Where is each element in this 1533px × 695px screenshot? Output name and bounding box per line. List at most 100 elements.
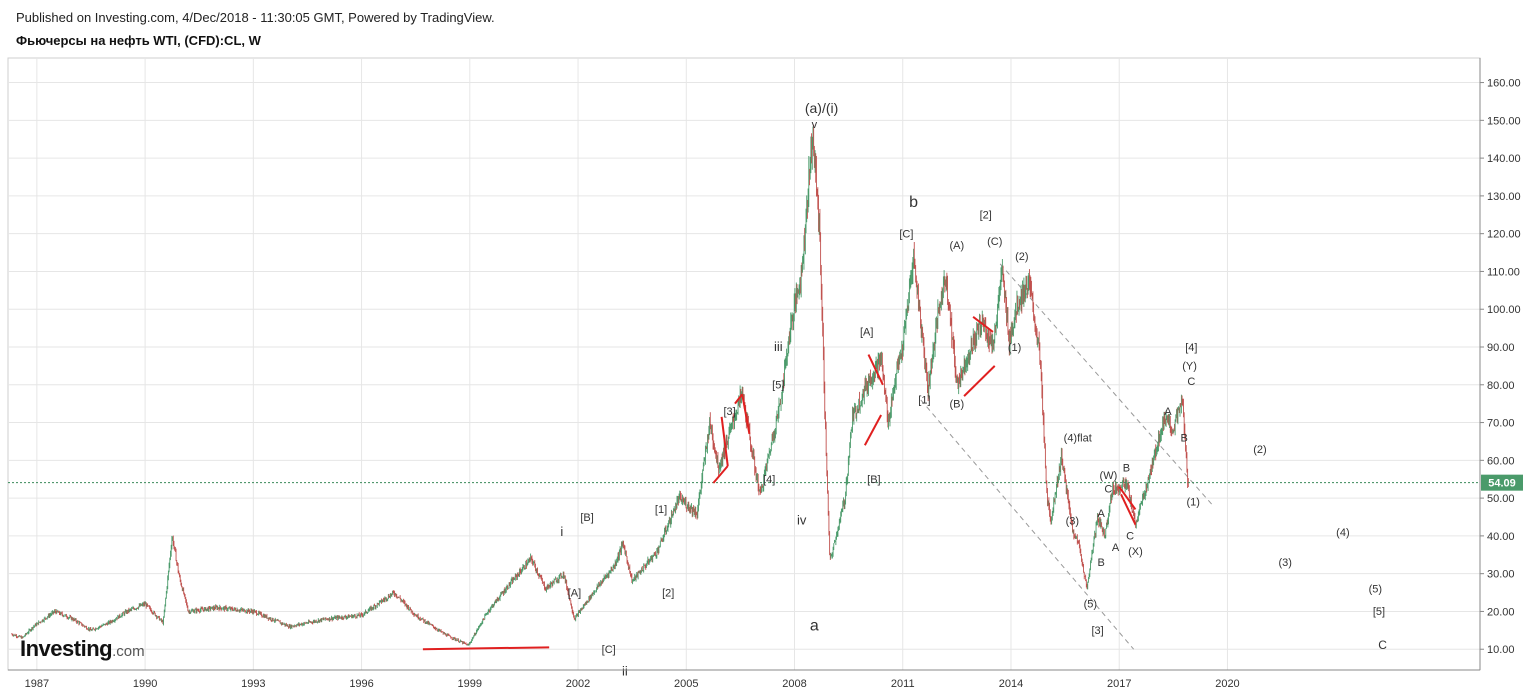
x-tick-label: 2002	[566, 678, 590, 690]
x-tick-label: 2017	[1107, 678, 1131, 690]
wave-label: [5]	[1373, 606, 1385, 618]
wave-label: a	[810, 617, 819, 634]
y-tick-label: 20.00	[1487, 606, 1515, 618]
wave-label: (A)	[950, 240, 965, 252]
wave-label: iii	[774, 339, 783, 354]
y-tick-label: 140.00	[1487, 153, 1521, 165]
y-tick-label: 80.00	[1487, 380, 1515, 392]
x-tick-label: 1996	[349, 678, 373, 690]
wave-label: C	[1187, 376, 1195, 388]
wave-label: ii	[622, 664, 628, 679]
x-tick-label: 2020	[1215, 678, 1239, 690]
last-price-value: 54.09	[1488, 478, 1516, 490]
wave-label: b	[909, 194, 918, 211]
wave-label: C	[1378, 638, 1387, 652]
wave-label: [A]	[860, 327, 873, 339]
wave-label: (1)	[1008, 342, 1021, 354]
wave-label: (2)	[1253, 444, 1266, 456]
wave-label: (3)	[1066, 516, 1079, 528]
wave-label: (a)/(i)	[805, 100, 838, 116]
trendlines	[422, 315, 1137, 651]
trendline	[720, 416, 729, 467]
wave-label: (4)	[1336, 527, 1349, 539]
x-tick-label: 2005	[674, 678, 698, 690]
y-tick-label: 110.00	[1487, 266, 1520, 278]
wave-label: B	[1180, 432, 1187, 444]
trendline	[867, 354, 884, 386]
wave-label: C	[1104, 483, 1112, 495]
y-tick-label: 50.00	[1487, 493, 1515, 505]
x-tick-label: 2008	[782, 678, 806, 690]
wave-label: [B]	[867, 474, 880, 486]
logo-main-text: Investing	[20, 636, 113, 661]
chart-title: Фьючерсы на нефть WTI, (CFD):CL, W	[16, 33, 261, 48]
plot-frame	[7, 57, 1481, 671]
y-tick-label: 60.00	[1487, 455, 1515, 467]
wave-label: (Y)	[1182, 361, 1197, 373]
y-tick-label: 70.00	[1487, 418, 1515, 430]
x-tick-label: 1999	[458, 678, 482, 690]
wave-label: [2]	[662, 587, 674, 599]
y-tick-label: 150.00	[1487, 115, 1521, 127]
wave-label: (3)	[1278, 557, 1291, 569]
wave-label: (5)	[1084, 599, 1097, 611]
wave-label: [A]	[568, 587, 581, 599]
wave-label: (4)flat	[1064, 432, 1092, 444]
wave-label: [2]	[980, 210, 992, 222]
wave-label: [B]	[580, 512, 593, 524]
investing-logo: Investing.com	[20, 636, 145, 662]
wave-label: [C]	[899, 228, 913, 240]
wave-label: C	[1126, 531, 1134, 543]
wave-label: (2)	[1015, 251, 1028, 263]
last-price-badge: 54.09	[1481, 474, 1523, 491]
y-tick-label: 10.00	[1487, 644, 1515, 656]
wave-label: [1]	[918, 395, 930, 407]
x-tick-label: 2014	[999, 678, 1023, 690]
trendline	[1120, 493, 1137, 525]
wave-label: [4]	[763, 474, 775, 486]
wave-label: A	[1098, 508, 1106, 520]
axes: 10.00 20.00 30.00 40.00 50.00 60.00 70.00 80.00…	[8, 58, 1521, 690]
wave-label: i	[560, 524, 563, 539]
trendline	[1118, 486, 1137, 511]
y-tick-label: 160.00	[1487, 78, 1521, 90]
y-tick-label: 40.00	[1487, 531, 1515, 543]
wave-label: B	[1123, 463, 1130, 475]
trendline	[712, 465, 729, 484]
x-tick-label: 2011	[891, 678, 915, 690]
channel-line	[920, 399, 1135, 650]
wave-label: A	[1112, 542, 1120, 554]
x-tick-label: 1993	[241, 678, 265, 690]
wave-label: (X)	[1128, 546, 1143, 558]
y-tick-label: 130.00	[1487, 191, 1521, 203]
x-tick-label: 1987	[25, 678, 49, 690]
trendline	[422, 646, 550, 651]
wave-label: (1)	[1186, 497, 1199, 509]
logo-suffix-text: .com	[112, 643, 145, 660]
wave-label: A	[1164, 406, 1172, 418]
grid	[7, 57, 1481, 671]
wave-label: [3]	[1091, 625, 1103, 637]
trendline	[741, 394, 751, 435]
wave-label: (B)	[950, 398, 965, 410]
trendline	[863, 414, 882, 446]
wave-label: v	[812, 119, 818, 131]
wave-label: (5)	[1369, 584, 1382, 596]
wave-labels: (a)/(i) v iii [5] [3] [4] iv i [B] [A] [C] ii [1] [2]…	[560, 100, 1387, 679]
wave-label: [C]	[602, 644, 616, 656]
published-info: Published on Investing.com, 4/Dec/2018 -…	[16, 10, 495, 25]
wave-label: [3]	[723, 406, 735, 418]
trendline	[972, 315, 994, 333]
last-price-badge-box	[1481, 474, 1523, 491]
price-series	[8, 124, 1480, 646]
wave-label: (C)	[987, 236, 1002, 248]
wave-label: B	[1098, 557, 1105, 569]
wave-label: (W)	[1100, 470, 1118, 482]
trendline	[734, 393, 743, 405]
y-tick-label: 30.00	[1487, 569, 1515, 581]
y-tick-label: 90.00	[1487, 342, 1515, 354]
wave-label: [4]	[1185, 342, 1197, 354]
wave-label: [1]	[655, 504, 667, 516]
channel-lines	[920, 263, 1214, 650]
